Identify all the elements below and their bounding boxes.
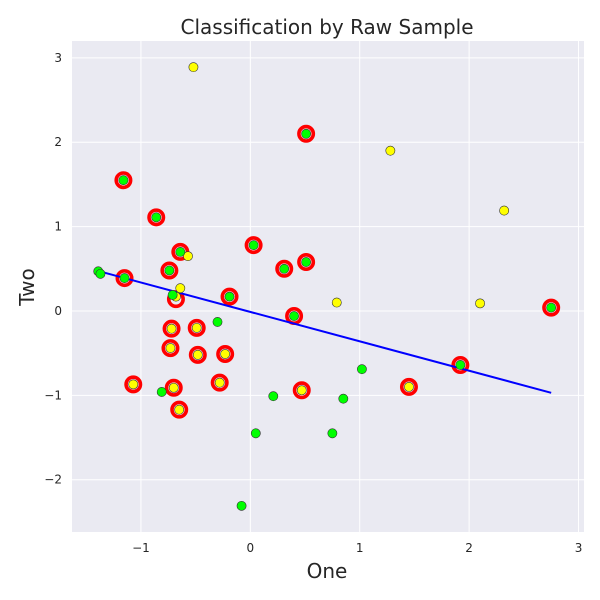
yellow-point bbox=[168, 382, 179, 393]
green-point bbox=[357, 364, 367, 375]
misclassified-ring bbox=[114, 171, 133, 190]
misclassified-ring bbox=[164, 378, 183, 397]
green-point bbox=[279, 263, 290, 274]
yellow-point bbox=[192, 349, 203, 360]
yellow-point bbox=[220, 349, 231, 359]
data-points bbox=[93, 62, 561, 511]
y-tick-label: 2 bbox=[54, 135, 62, 149]
misclassified-ring bbox=[275, 259, 294, 278]
y-axis-label: Two bbox=[15, 268, 39, 307]
yellow-point bbox=[296, 385, 307, 396]
green-point bbox=[338, 393, 349, 404]
yellow-point bbox=[214, 377, 225, 388]
misclassified-ring bbox=[187, 318, 206, 337]
green-point bbox=[164, 265, 175, 276]
yellow-point bbox=[128, 379, 139, 390]
green-point bbox=[546, 302, 557, 313]
misclassified-ring bbox=[542, 298, 561, 317]
yellow-point bbox=[331, 297, 342, 308]
green-point bbox=[301, 128, 312, 139]
misclassified-ring bbox=[161, 339, 180, 358]
green-point bbox=[236, 500, 247, 511]
green-point bbox=[167, 290, 178, 300]
y-tick-label: 1 bbox=[54, 220, 62, 234]
green-point bbox=[455, 360, 466, 370]
chart-title: Classification by Raw Sample bbox=[181, 15, 474, 39]
yellow-point bbox=[191, 322, 202, 333]
misclassified-ring bbox=[399, 377, 418, 396]
yellow-point bbox=[475, 298, 485, 309]
y-tick-label: −2 bbox=[44, 473, 62, 487]
tick-labels: −1 0 1 2 3 −2 −1 0 1 2 3 bbox=[44, 51, 582, 555]
yellow-point bbox=[183, 251, 193, 262]
misclassified-ring bbox=[210, 373, 229, 392]
yellow-point bbox=[188, 62, 199, 73]
misclassified-ring bbox=[451, 355, 470, 374]
x-axis-label: One bbox=[307, 559, 348, 583]
misclassified-ring bbox=[220, 287, 239, 306]
green-point bbox=[289, 311, 299, 321]
green-point bbox=[175, 247, 186, 257]
x-tick-label: 0 bbox=[247, 541, 255, 555]
misclassified-ring bbox=[292, 381, 311, 400]
misclassified-ring bbox=[170, 400, 189, 419]
green-point bbox=[224, 291, 235, 302]
y-tick-label: 3 bbox=[54, 51, 62, 65]
green-point bbox=[301, 257, 312, 267]
green-point bbox=[118, 175, 129, 186]
yellow-point bbox=[404, 381, 414, 392]
yellow-point bbox=[175, 283, 186, 294]
misclassified-ring bbox=[297, 253, 316, 272]
misclassified-ring bbox=[162, 319, 181, 338]
green-point bbox=[95, 268, 106, 279]
misclassified-ring bbox=[115, 269, 134, 288]
misclassified-ring bbox=[124, 375, 143, 394]
green-point bbox=[151, 212, 162, 223]
yellow-point bbox=[174, 404, 185, 415]
misclassified-ring bbox=[297, 124, 316, 143]
x-tick-label: 3 bbox=[575, 541, 583, 555]
misclassified-ring bbox=[160, 261, 179, 280]
green-point bbox=[212, 317, 223, 327]
grid-lines bbox=[72, 41, 584, 532]
yellow-point bbox=[165, 343, 176, 353]
green-point bbox=[119, 273, 130, 283]
yellow-point bbox=[166, 323, 177, 334]
misclassified-ring bbox=[216, 344, 235, 363]
x-tick-label: −1 bbox=[132, 541, 150, 555]
misclassified-ring bbox=[147, 208, 166, 227]
y-tick-label: 0 bbox=[54, 304, 62, 318]
green-point bbox=[156, 387, 167, 397]
green-point bbox=[268, 391, 279, 402]
x-tick-label: 1 bbox=[356, 541, 364, 555]
y-tick-label: −1 bbox=[44, 388, 62, 402]
x-tick-label: 2 bbox=[465, 541, 473, 555]
green-point bbox=[250, 428, 261, 439]
misclassified-ring bbox=[188, 345, 207, 364]
plot-area bbox=[72, 41, 584, 532]
misclassified-ring bbox=[244, 236, 263, 255]
yellow-point bbox=[385, 145, 396, 156]
green-point bbox=[248, 240, 259, 251]
green-point bbox=[327, 428, 338, 439]
yellow-point bbox=[499, 205, 510, 216]
